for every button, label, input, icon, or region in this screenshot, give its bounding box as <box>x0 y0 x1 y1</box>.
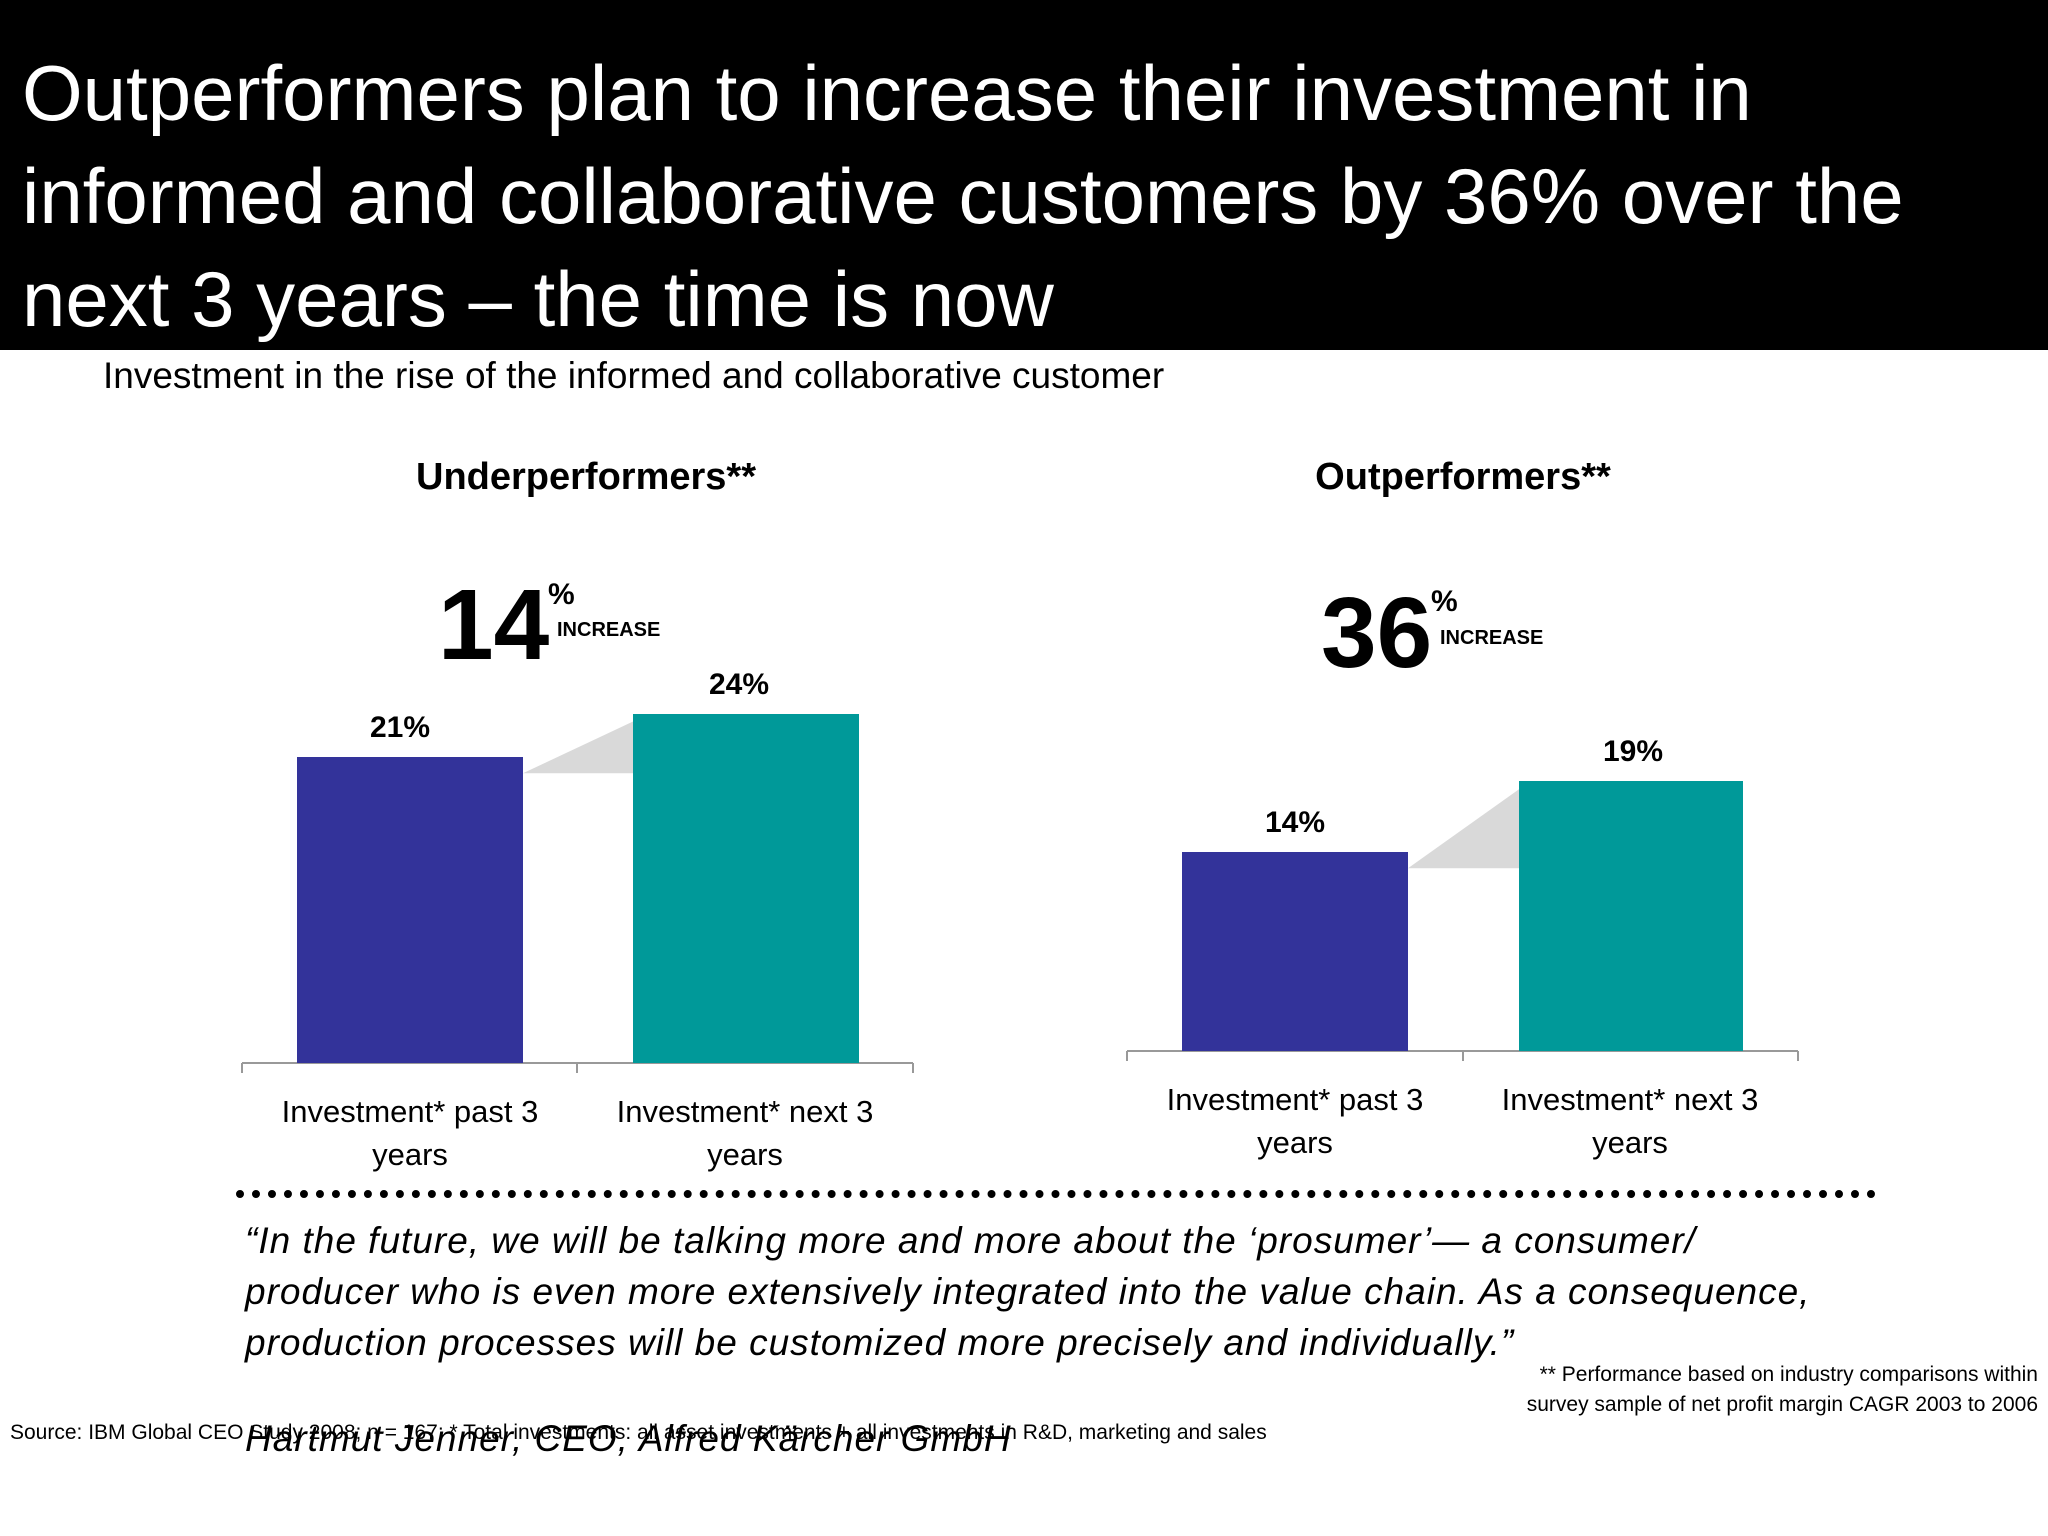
increase-value-outperformers: 36 <box>1321 577 1433 689</box>
ceo-quote: “In the future, we will be talking more … <box>245 1220 1811 1363</box>
value-label-past-underperformers: 21% <box>369 711 431 745</box>
chart-subtitle: Investment in the rise of the informed a… <box>103 355 1165 396</box>
increase-percent-symbol-underperformers: % <box>548 578 575 611</box>
connector-underperformers <box>523 721 633 774</box>
increase-percent-symbol-outperformers: % <box>1431 585 1458 618</box>
bar-past-outperformers <box>1182 852 1408 1051</box>
quote-attribution: Hartmut Jenner, CEO, Alfred Kärcher GmbH <box>245 1418 1012 1459</box>
category-label-past-underperformers: Investment* past 3 years <box>281 1094 539 1172</box>
category-label-next-underperformers: Investment* next 3 years <box>616 1094 874 1172</box>
bar-past-underperformers <box>297 757 523 1063</box>
increase-value-underperformers: 14 <box>438 569 550 681</box>
increase-label-outperformers: INCREASE <box>1440 627 1544 649</box>
chart-title-underperformers: Underperformers** <box>416 456 756 498</box>
title-banner: Outperformers plan to increase their inv… <box>0 0 2048 350</box>
value-label-past-outperformers: 14% <box>1264 806 1326 840</box>
connector-outperformers <box>1408 789 1519 869</box>
bar-next-outperformers <box>1519 781 1743 1051</box>
bar-next-underperformers <box>633 713 859 1063</box>
value-label-next-outperformers: 19% <box>1602 735 1664 769</box>
category-label-past-outperformers: Investment* past 3 years <box>1166 1082 1424 1160</box>
value-label-next-underperformers: 24% <box>708 667 770 701</box>
chart-title-outperformers: Outperformers** <box>1315 456 1611 498</box>
increase-label-underperformers: INCREASE <box>557 619 661 641</box>
dotted-divider <box>236 1190 1876 1198</box>
page-title: Outperformers plan to increase their inv… <box>22 49 1904 343</box>
performance-footnote: ** Performance based on industry compari… <box>1526 1363 2038 1416</box>
category-label-next-outperformers: Investment* next 3 years <box>1501 1082 1759 1160</box>
source-note: Source: IBM Global CEO Study 2008; n = 1… <box>10 1421 1267 1444</box>
